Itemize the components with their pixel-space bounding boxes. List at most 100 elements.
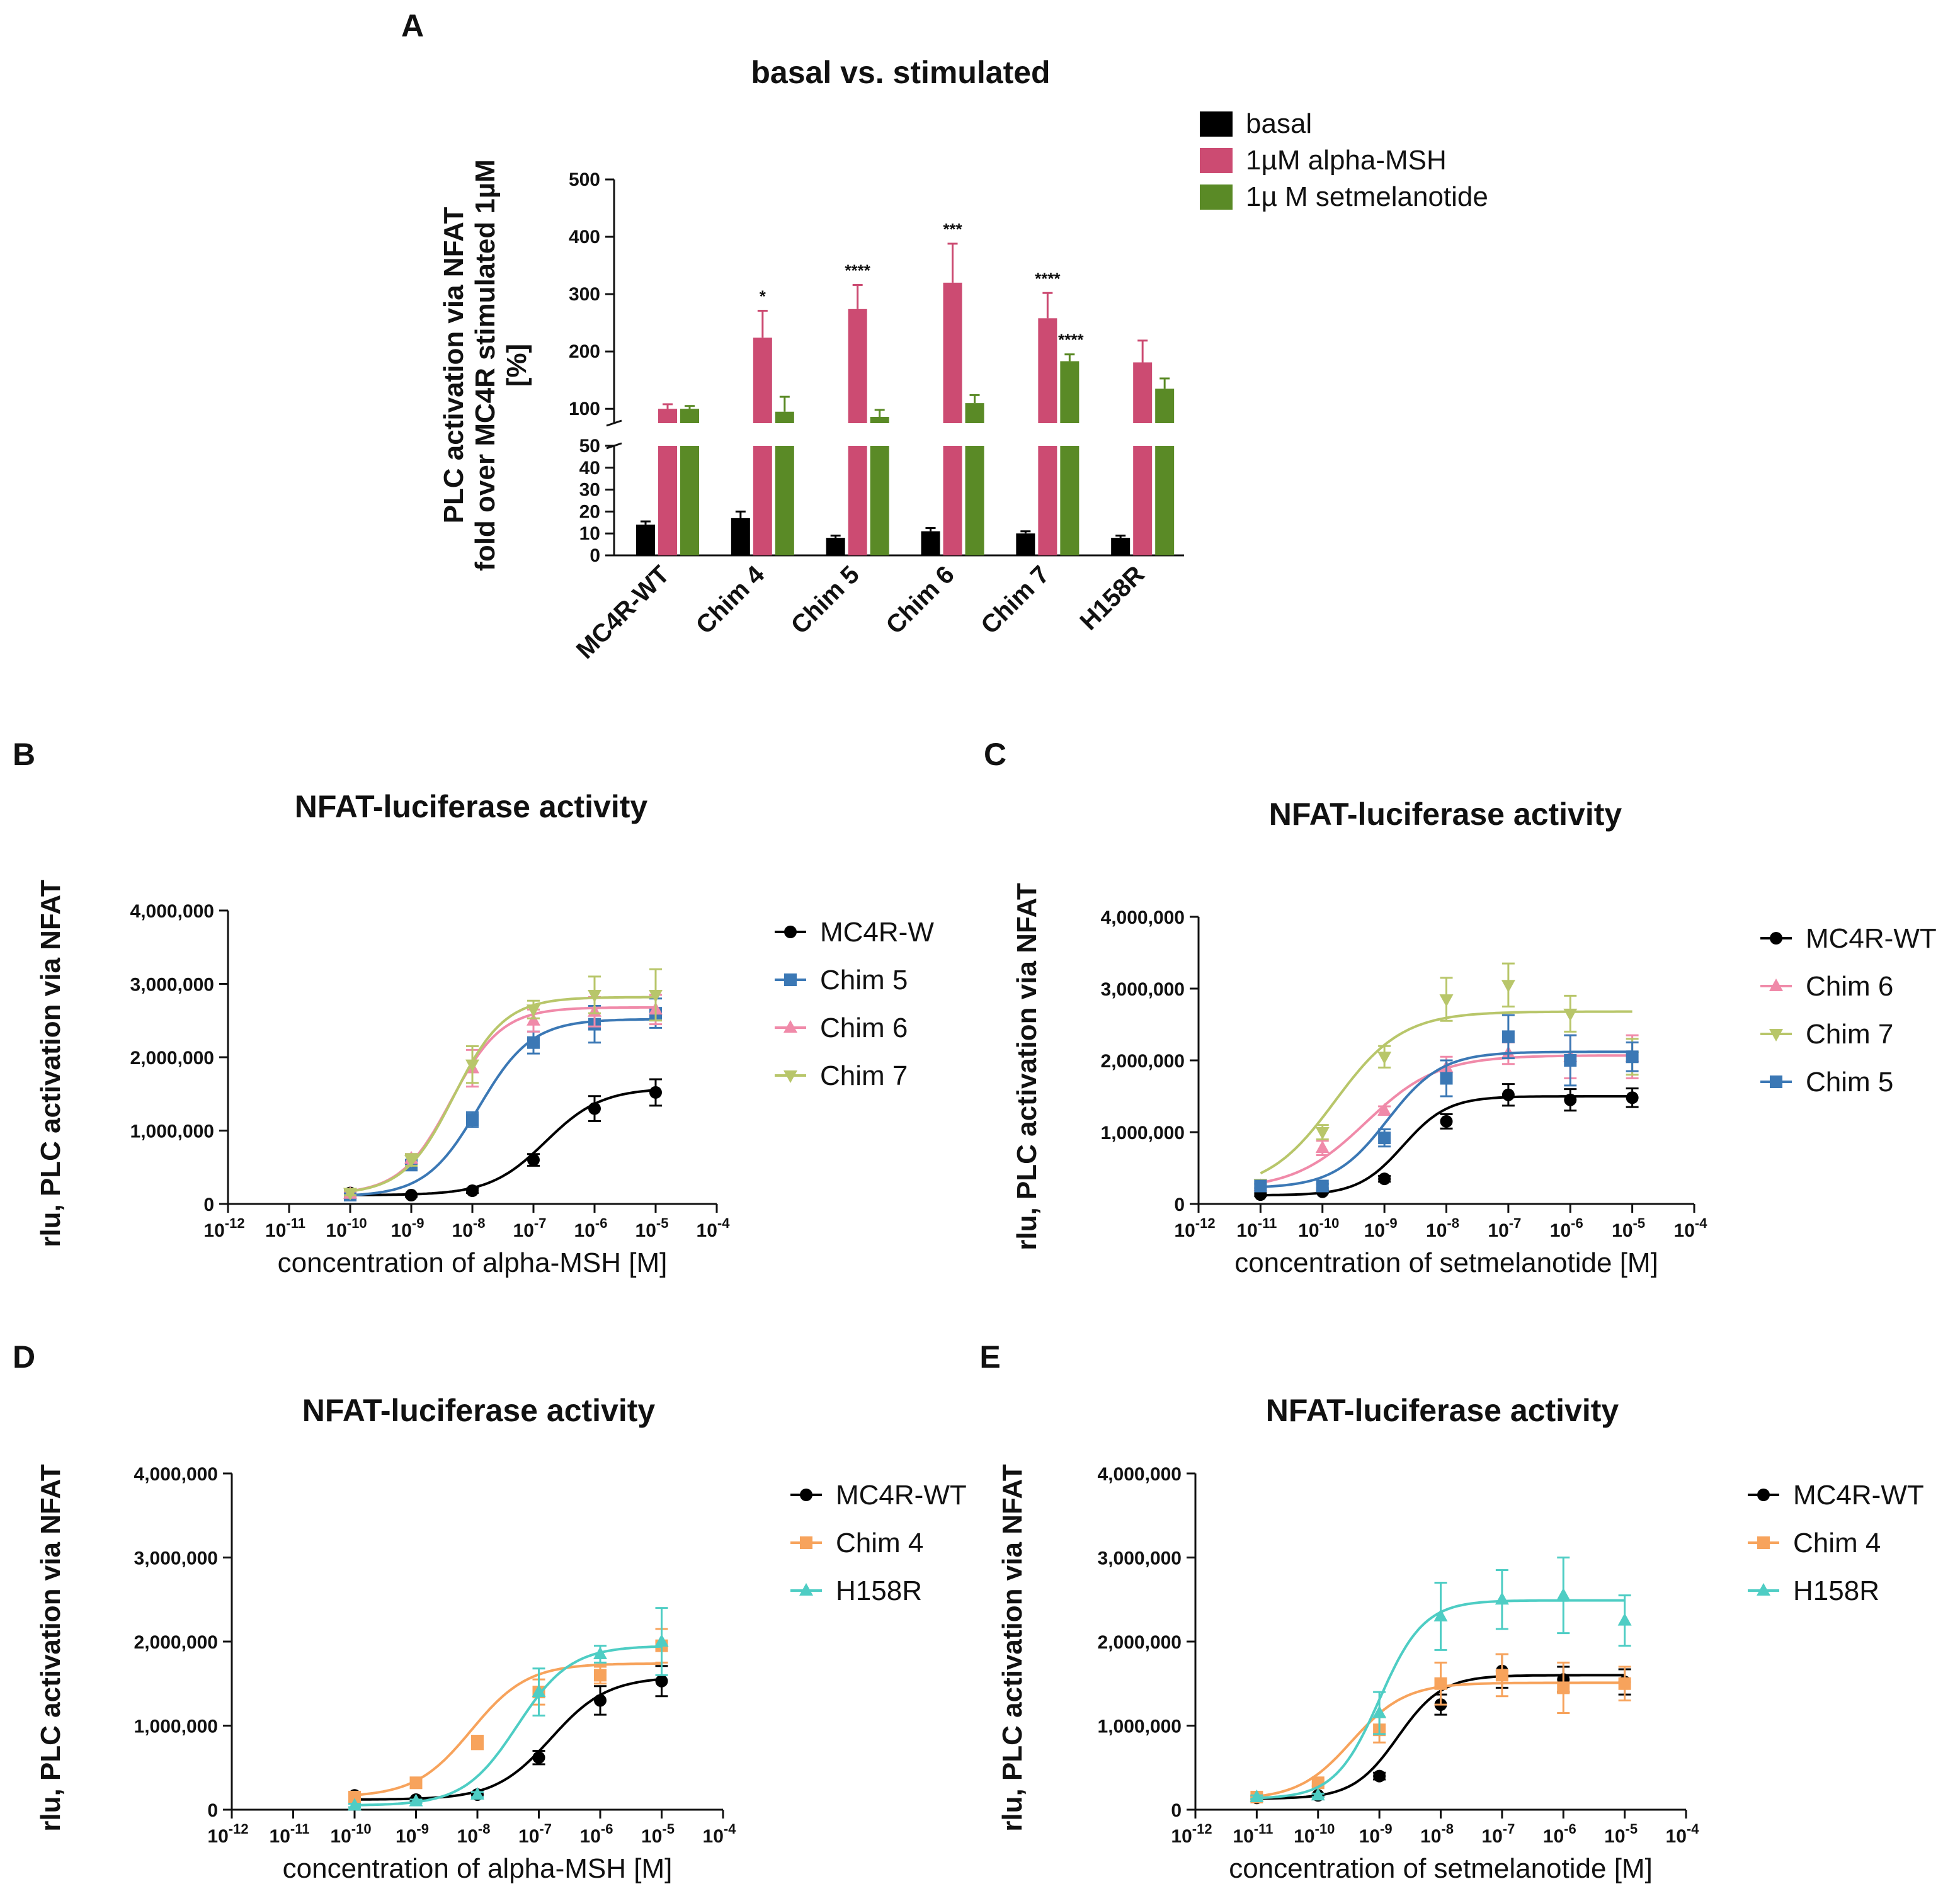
y-tick-label: 0: [1174, 1195, 1185, 1215]
y-tick-label: 0: [207, 1800, 218, 1821]
legend-label: Chim 7: [1806, 1019, 1893, 1050]
x-tick-label: 10-4: [697, 1215, 731, 1241]
y-tick-label: 10: [579, 523, 600, 544]
x-tick-label: 10-5: [641, 1821, 675, 1847]
bar: [658, 446, 677, 555]
bar: [870, 416, 889, 423]
y-tick-label: 1,000,000: [1098, 1717, 1182, 1737]
y-tick-label: 50: [579, 436, 600, 457]
bar: [848, 446, 867, 555]
data-point: [532, 1684, 546, 1698]
x-tick-label: 10-9: [391, 1215, 424, 1241]
data-point: [1378, 1172, 1391, 1186]
bar: [965, 446, 984, 555]
x-tick-label: 10-7: [1488, 1215, 1521, 1241]
bar: [943, 282, 962, 423]
bar: [658, 409, 677, 423]
bar: [943, 446, 962, 555]
bar: [753, 338, 772, 423]
fit-curve: [350, 1006, 656, 1193]
panel-letter-a: A: [401, 8, 424, 43]
data-point: [409, 1793, 423, 1807]
x-axis-title: concentration of setmelanotide [M]: [1229, 1853, 1653, 1884]
data-point: [588, 1102, 601, 1115]
data-point: [1372, 1705, 1387, 1718]
y-tick-label: 3,000,000: [134, 1548, 218, 1569]
data-point: [1495, 1592, 1509, 1605]
panel-d: D NFAT-luciferase activity 0 1,000,000 2,000…: [13, 1339, 967, 1884]
y-tick-label: 1,000,000: [1101, 1123, 1185, 1143]
x-tick-label: 10-10: [1298, 1215, 1339, 1241]
x-tick-label: 10-4: [1674, 1215, 1708, 1241]
y-tick-label: 3,000,000: [130, 975, 214, 996]
data-point: [594, 1694, 607, 1707]
x-tick-label: 10-4: [703, 1821, 737, 1847]
legend-marker: [1757, 1489, 1770, 1501]
bar: [870, 446, 889, 555]
y-tick-label: 300: [569, 284, 600, 305]
significance-label: ****: [1035, 269, 1061, 288]
data-point: [649, 1086, 662, 1099]
fit-curve: [354, 1662, 662, 1796]
bar: [1133, 362, 1153, 423]
panel-e: E NFAT-luciferase activity 0 1,000,000 2,000…: [979, 1339, 1923, 1884]
panel-letter-e: E: [979, 1339, 1000, 1375]
data-point: [1315, 1127, 1330, 1140]
data-point: [1434, 1677, 1447, 1690]
bar: [921, 531, 940, 555]
bar: [1111, 538, 1131, 555]
fit-curve: [350, 1089, 656, 1196]
x-tick-label: 10-11: [1236, 1215, 1277, 1241]
x-tick-label: 10-8: [1426, 1215, 1459, 1241]
y-axis-title-a: PLC activation via NFAT fold over MC4R st…: [438, 159, 532, 571]
data-point: [527, 1004, 540, 1018]
category-label: Chim 7: [976, 560, 1054, 639]
y-tick-label: 1,000,000: [134, 1717, 218, 1737]
bar: [680, 409, 699, 423]
y-tick-label: 200: [569, 341, 600, 362]
data-point: [1618, 1677, 1631, 1690]
data-point: [466, 1113, 479, 1126]
legend-marker: [1769, 979, 1783, 991]
legend-marker: [800, 1536, 812, 1549]
significance-label: ****: [1058, 331, 1084, 349]
y-axis-title: rlu, PLC activation via NFAT: [997, 1464, 1028, 1832]
x-tick-label: 10-10: [326, 1215, 367, 1241]
x-tick-label: 10-7: [1481, 1821, 1515, 1847]
data-point: [532, 1751, 545, 1764]
data-point: [405, 1189, 418, 1202]
legend-marker: [784, 926, 797, 938]
data-point: [409, 1776, 423, 1790]
x-tick-label: 10-12: [1174, 1215, 1215, 1241]
fit-curve: [350, 996, 656, 1193]
legend-label: MC4R-WT: [1806, 923, 1937, 954]
y-tick-label: 2,000,000: [130, 1048, 214, 1069]
data-point: [593, 1647, 607, 1660]
y-tick-label: 20: [579, 501, 600, 522]
fit-curve: [350, 1018, 656, 1197]
significance-label: *: [760, 287, 766, 306]
data-point: [348, 1790, 361, 1803]
y-tick-label: 3,000,000: [1098, 1548, 1182, 1569]
panel-letter-d: D: [13, 1339, 35, 1375]
x-tick-label: 10-7: [518, 1821, 552, 1847]
legend-swatch: [1200, 148, 1233, 173]
legend-label: Chim 4: [1793, 1528, 1881, 1558]
x-tick-label: 10-11: [265, 1215, 305, 1241]
category-label: Chim 5: [786, 560, 865, 639]
legend-label: 1µM alpha-MSH: [1246, 145, 1447, 176]
y-tick-label: 4,000,000: [134, 1464, 218, 1485]
y-tick-label: 4,000,000: [1098, 1464, 1182, 1485]
data-point: [1564, 1093, 1577, 1106]
data-point: [1439, 994, 1454, 1007]
x-tick-label: 10-7: [513, 1215, 547, 1241]
chart-title-b: NFAT-luciferase activity: [295, 789, 648, 824]
bar: [775, 411, 794, 423]
legend-swatch: [1200, 111, 1233, 137]
legend-label: Chim 7: [820, 1060, 908, 1091]
category-label: Chim 6: [880, 560, 959, 639]
x-tick-label: 10-5: [1604, 1821, 1638, 1847]
data-point: [594, 1669, 607, 1682]
bar: [680, 446, 699, 555]
x-axis-title: concentration of alpha-MSH [M]: [278, 1247, 668, 1278]
